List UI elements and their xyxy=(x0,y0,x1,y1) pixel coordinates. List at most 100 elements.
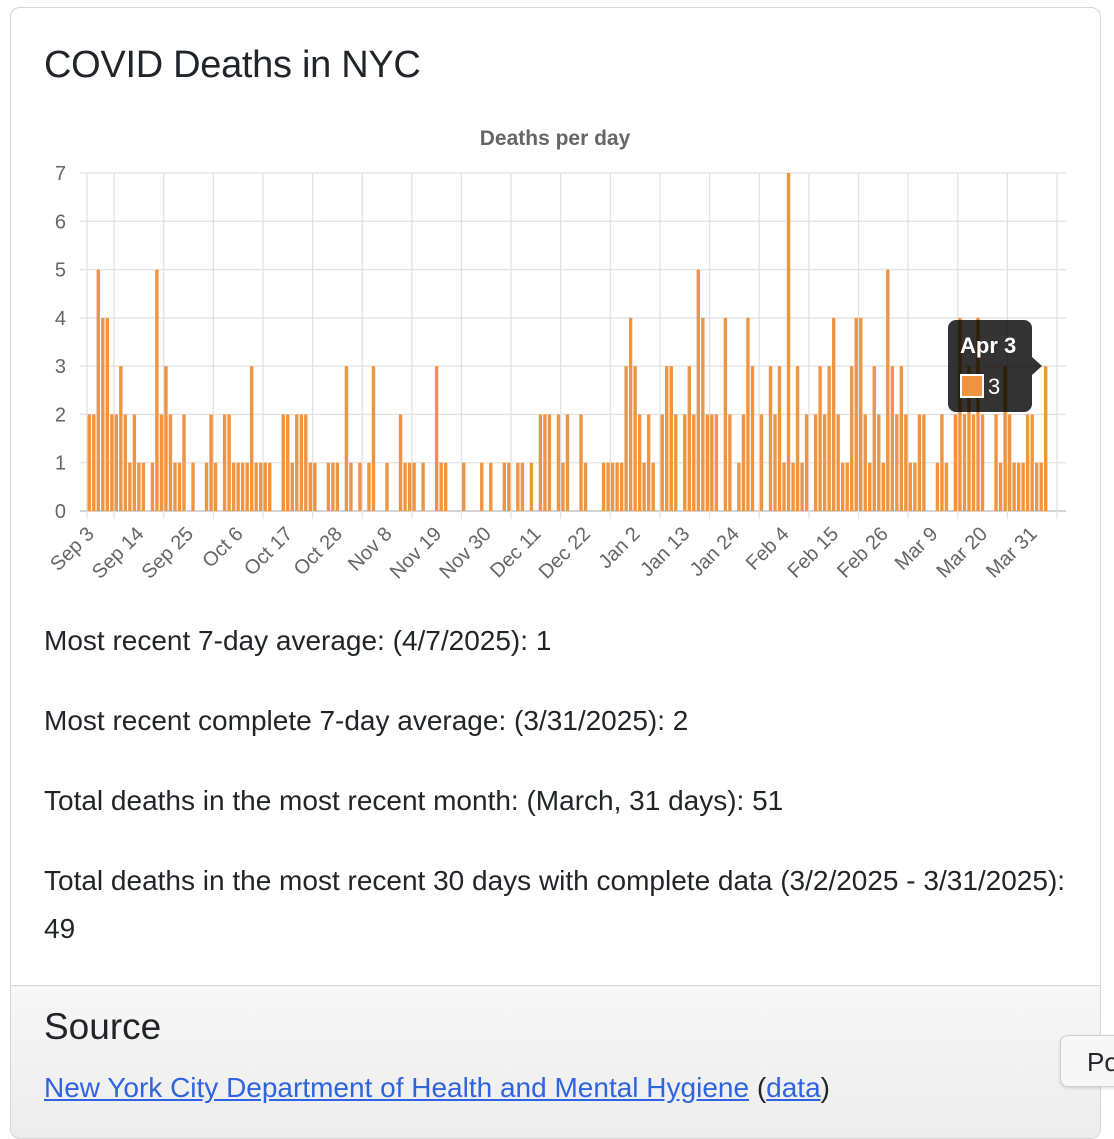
stat-month-total: Total deaths in the most recent month: (… xyxy=(44,785,784,816)
bar xyxy=(831,317,836,511)
x-tick-label: Dec 22 xyxy=(535,523,595,583)
bar xyxy=(259,462,263,511)
bar xyxy=(101,317,105,511)
bar xyxy=(177,462,182,511)
source-link[interactable]: New York City Department of Health and M… xyxy=(44,1072,750,1103)
bar xyxy=(723,317,728,511)
bar xyxy=(1012,462,1016,511)
y-tick-label: 0 xyxy=(55,501,66,523)
bar xyxy=(827,366,831,511)
paren-open: ( xyxy=(756,1072,767,1103)
bar xyxy=(173,462,177,511)
bar xyxy=(1034,462,1039,511)
x-tick-label: Oct 17 xyxy=(240,523,297,580)
bar xyxy=(304,414,308,511)
bar xyxy=(737,462,741,511)
bar xyxy=(791,462,795,511)
y-tick-label: 5 xyxy=(55,260,66,282)
x-tick-label: Oct 28 xyxy=(290,523,347,580)
bar xyxy=(398,414,403,511)
side-popup-button[interactable]: Po xyxy=(1060,1035,1114,1087)
bar xyxy=(579,414,583,511)
bar xyxy=(660,414,664,511)
bar xyxy=(516,462,520,511)
x-tick-label: Dec 11 xyxy=(486,523,545,582)
bar xyxy=(507,462,511,511)
x-tick-label: Sep 14 xyxy=(88,523,148,583)
bar xyxy=(759,414,764,511)
source-heading: Source xyxy=(44,1006,162,1047)
bar xyxy=(1039,462,1043,511)
bar xyxy=(854,317,858,511)
bar xyxy=(308,462,313,511)
bar xyxy=(935,462,940,511)
bar xyxy=(696,269,701,511)
bar xyxy=(768,366,773,511)
bar xyxy=(962,414,967,511)
bar xyxy=(746,317,750,511)
bar xyxy=(840,462,845,511)
data-link[interactable]: data xyxy=(766,1072,821,1103)
bar xyxy=(606,462,610,511)
bar xyxy=(137,462,141,511)
bar xyxy=(439,462,443,511)
bar xyxy=(150,462,155,511)
x-tick-label: Sep 25 xyxy=(138,523,198,583)
bar xyxy=(245,462,249,511)
bar xyxy=(994,414,998,511)
bar xyxy=(795,366,800,511)
bar xyxy=(236,462,240,511)
bar xyxy=(489,462,493,511)
bar xyxy=(692,414,696,511)
stat-complete-7day-average: Most recent complete 7-day average: (3/3… xyxy=(44,705,689,736)
bar xyxy=(231,462,236,511)
bar xyxy=(967,366,971,511)
bar xyxy=(881,462,885,511)
bar xyxy=(1025,414,1030,511)
x-tick-label: Jan 13 xyxy=(636,523,694,581)
bar xyxy=(168,414,173,511)
bar xyxy=(1021,462,1025,511)
bar xyxy=(367,462,371,511)
x-tick-label: Feb 26 xyxy=(833,523,893,583)
bar xyxy=(859,317,863,511)
y-tick-label: 7 xyxy=(55,163,66,185)
bar xyxy=(1016,462,1021,511)
bar xyxy=(890,366,894,511)
bar xyxy=(1044,366,1048,511)
covid-card: COVID Deaths in NYC Most recent 7-day av… xyxy=(10,7,1101,1139)
bar xyxy=(443,462,448,511)
bar xyxy=(868,462,872,511)
bar xyxy=(615,462,619,511)
bar xyxy=(209,414,213,511)
bar xyxy=(683,414,687,511)
bar xyxy=(863,414,867,511)
x-tick-label: Jan 24 xyxy=(686,523,744,581)
bar xyxy=(953,414,958,511)
bar xyxy=(583,462,588,511)
bar xyxy=(434,366,439,511)
bar xyxy=(628,317,633,511)
bar xyxy=(119,366,123,511)
bar xyxy=(1003,366,1007,511)
bar xyxy=(845,462,849,511)
bar xyxy=(958,317,962,511)
bar xyxy=(538,414,543,511)
bar xyxy=(651,462,655,511)
bar xyxy=(87,414,91,511)
bar xyxy=(335,462,340,511)
bar xyxy=(687,366,691,511)
bar xyxy=(96,269,100,511)
bar xyxy=(980,414,985,511)
bar xyxy=(556,414,561,511)
bar xyxy=(326,462,331,511)
bar xyxy=(904,414,908,511)
bar xyxy=(750,366,755,511)
bar xyxy=(543,414,547,511)
bar xyxy=(290,462,294,511)
bar xyxy=(804,414,809,511)
bar xyxy=(227,414,231,511)
bar xyxy=(800,462,804,511)
